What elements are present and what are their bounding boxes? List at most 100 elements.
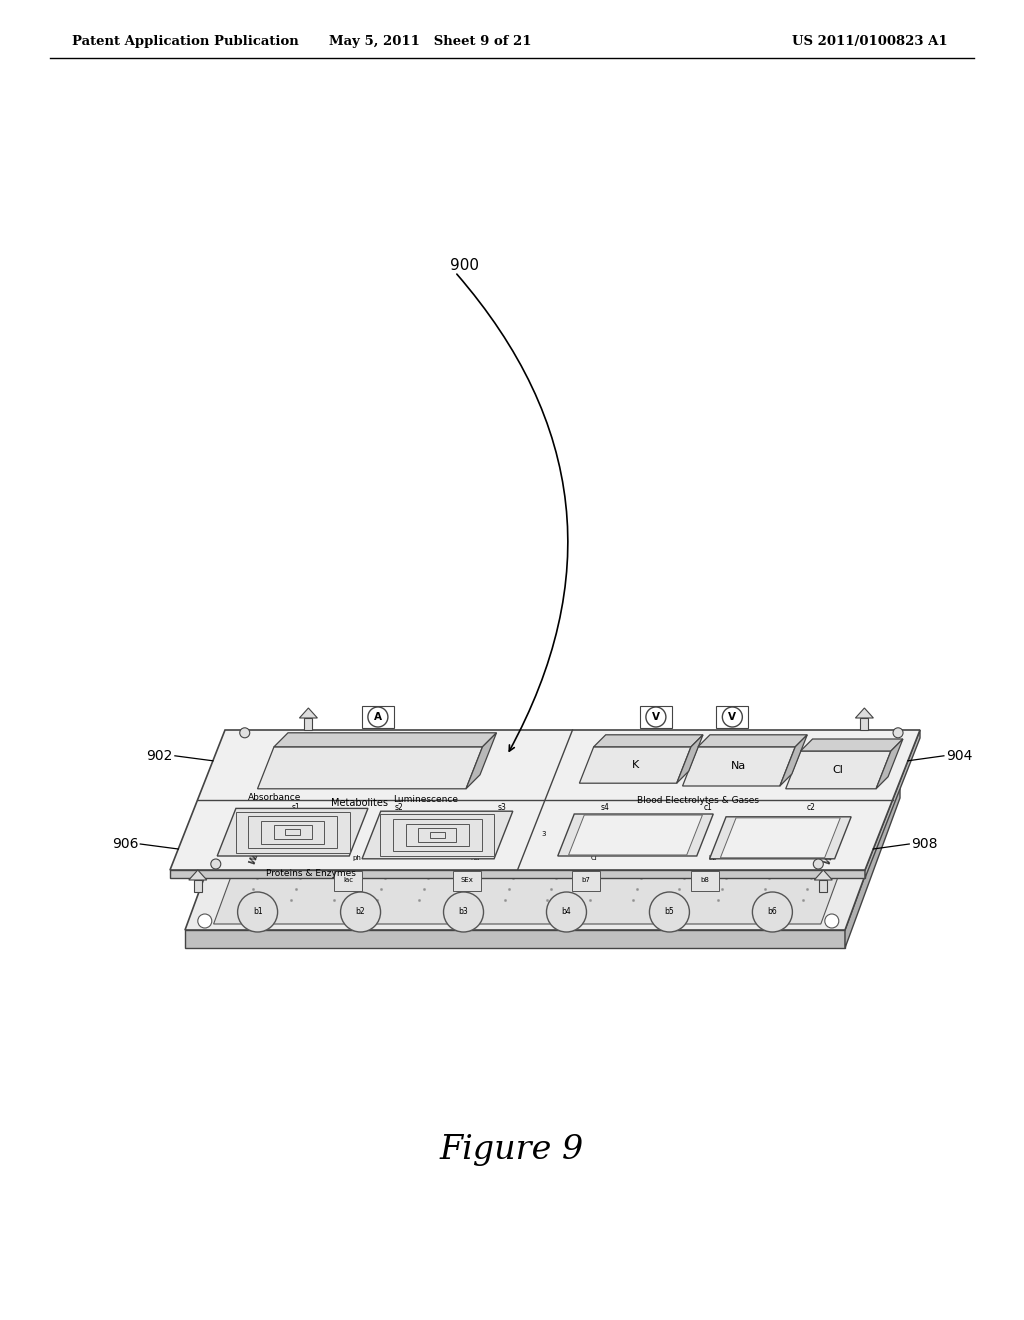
Polygon shape: [170, 730, 920, 870]
Text: b7: b7: [582, 878, 591, 883]
Bar: [343, 847, 371, 869]
Circle shape: [893, 727, 903, 738]
Text: Absorbance: Absorbance: [248, 793, 301, 803]
Text: Cl: Cl: [833, 764, 844, 775]
Text: V: V: [652, 711, 659, 722]
Polygon shape: [855, 708, 873, 718]
Bar: [273, 825, 311, 840]
Bar: [248, 816, 337, 849]
Bar: [393, 818, 482, 851]
Polygon shape: [683, 747, 796, 785]
Circle shape: [774, 820, 802, 847]
Polygon shape: [785, 751, 891, 789]
Circle shape: [377, 785, 421, 829]
Circle shape: [824, 913, 839, 928]
Polygon shape: [217, 808, 368, 855]
Bar: [236, 812, 349, 853]
Text: b5: b5: [665, 908, 675, 916]
Circle shape: [341, 892, 381, 932]
Text: 902: 902: [146, 748, 173, 763]
Bar: [261, 821, 325, 843]
Text: Metabolites: Metabolites: [331, 797, 387, 808]
Text: s1: s1: [292, 803, 300, 812]
Text: b6: b6: [768, 908, 777, 916]
Bar: [335, 870, 362, 891]
Polygon shape: [274, 733, 497, 747]
Text: 904: 904: [946, 748, 972, 763]
Text: b3: b3: [459, 908, 468, 916]
Circle shape: [211, 859, 221, 869]
Circle shape: [240, 727, 250, 738]
Polygon shape: [362, 812, 513, 859]
Text: b2: b2: [355, 908, 366, 916]
Polygon shape: [170, 870, 865, 878]
Circle shape: [198, 913, 212, 928]
Circle shape: [246, 784, 260, 797]
Circle shape: [408, 820, 435, 847]
Text: b1: b1: [253, 908, 262, 916]
Text: SEx: SEx: [461, 878, 473, 883]
Text: lac: lac: [343, 878, 353, 883]
Polygon shape: [568, 814, 702, 855]
Text: 4: 4: [664, 832, 668, 837]
Text: Na: Na: [731, 762, 746, 771]
Bar: [717, 706, 749, 729]
Text: WASTE: WASTE: [822, 829, 843, 866]
Circle shape: [547, 892, 587, 932]
Circle shape: [872, 784, 887, 797]
Text: Patent Application Publication: Patent Application Publication: [72, 36, 299, 49]
Text: WASTE: WASTE: [248, 829, 268, 866]
Text: b2: b2: [709, 855, 718, 861]
Text: US 2011/0100823 A1: US 2011/0100823 A1: [793, 36, 948, 49]
Circle shape: [368, 708, 388, 727]
Bar: [285, 829, 300, 836]
Text: s4: s4: [600, 803, 609, 812]
Polygon shape: [580, 747, 691, 783]
Text: b4: b4: [561, 908, 571, 916]
Text: Cl: Cl: [591, 855, 598, 861]
Circle shape: [443, 892, 483, 932]
Polygon shape: [721, 818, 841, 858]
Bar: [454, 870, 481, 891]
Text: 908: 908: [911, 837, 938, 851]
Circle shape: [583, 785, 627, 829]
Text: ph: ph: [352, 855, 361, 861]
Text: V: V: [728, 711, 736, 722]
Text: 3: 3: [542, 832, 546, 837]
Polygon shape: [814, 870, 833, 880]
Text: 906: 906: [112, 837, 138, 851]
Polygon shape: [780, 735, 807, 785]
Polygon shape: [299, 708, 317, 718]
Text: A: A: [374, 711, 382, 722]
Bar: [699, 847, 727, 869]
Text: c1: c1: [703, 803, 713, 812]
Bar: [419, 828, 457, 842]
Polygon shape: [257, 747, 482, 789]
Circle shape: [480, 785, 524, 829]
Polygon shape: [710, 817, 851, 859]
Text: s3: s3: [498, 803, 507, 812]
Bar: [304, 718, 312, 730]
Circle shape: [813, 859, 823, 869]
Circle shape: [686, 785, 730, 829]
Text: Na: Na: [471, 855, 480, 861]
Text: Figure 9: Figure 9: [440, 1134, 584, 1166]
Circle shape: [286, 820, 313, 847]
Bar: [194, 880, 202, 892]
Polygon shape: [185, 931, 845, 948]
Bar: [572, 870, 600, 891]
Polygon shape: [558, 814, 714, 855]
Polygon shape: [466, 733, 497, 789]
Circle shape: [529, 820, 558, 847]
Polygon shape: [877, 739, 903, 789]
Polygon shape: [677, 735, 703, 783]
Text: c2: c2: [807, 803, 815, 812]
Polygon shape: [214, 785, 871, 924]
Text: 5: 5: [785, 832, 790, 837]
Bar: [581, 847, 608, 869]
Text: Blood Electrolytes & Gases: Blood Electrolytes & Gases: [637, 796, 759, 805]
Bar: [380, 814, 495, 855]
Circle shape: [753, 892, 793, 932]
Bar: [462, 847, 489, 869]
Text: Luminescence: Luminescence: [393, 795, 458, 804]
